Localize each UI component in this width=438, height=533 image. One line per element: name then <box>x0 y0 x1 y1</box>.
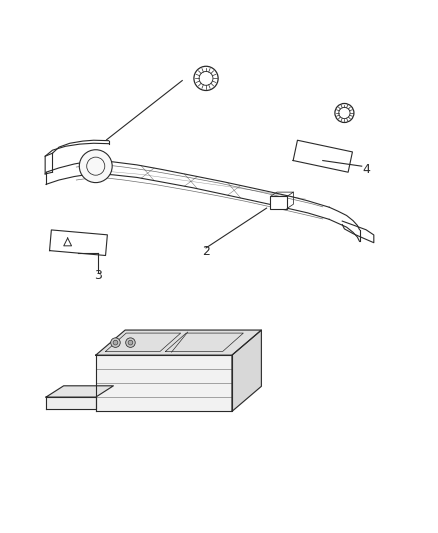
Circle shape <box>79 150 112 183</box>
Text: 4: 4 <box>362 163 370 176</box>
Polygon shape <box>96 330 261 355</box>
Bar <box>270 197 287 208</box>
Text: 3: 3 <box>94 269 102 281</box>
Circle shape <box>128 340 133 345</box>
Polygon shape <box>232 330 261 411</box>
Circle shape <box>111 338 120 348</box>
Circle shape <box>113 340 118 345</box>
Polygon shape <box>96 355 232 411</box>
Polygon shape <box>46 386 113 397</box>
Circle shape <box>126 338 135 348</box>
Text: 2: 2 <box>202 245 210 258</box>
Polygon shape <box>46 397 96 409</box>
